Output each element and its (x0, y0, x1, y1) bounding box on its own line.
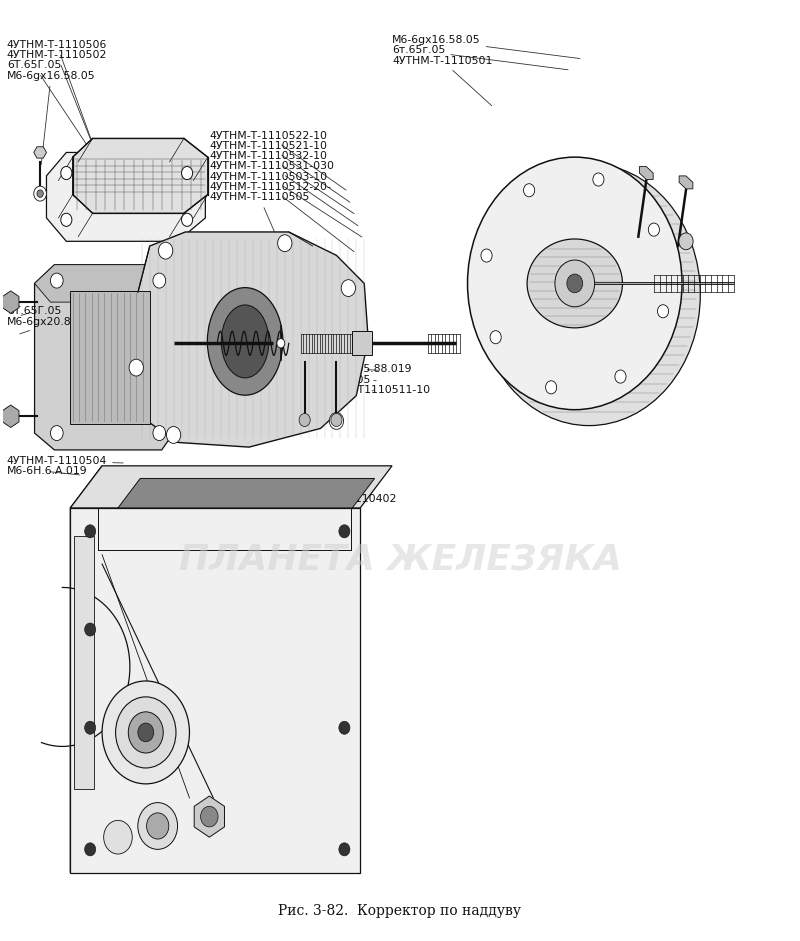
Circle shape (201, 806, 218, 827)
Circle shape (138, 803, 178, 850)
Polygon shape (34, 147, 46, 158)
Circle shape (85, 623, 96, 636)
Text: М6-6gx20.88.019: М6-6gx20.88.019 (6, 317, 102, 334)
Text: 6Т.65Г.05: 6Т.65Г.05 (6, 307, 61, 316)
Circle shape (546, 381, 557, 394)
Circle shape (278, 234, 292, 251)
Circle shape (555, 260, 594, 307)
Bar (352, 331, 372, 356)
Polygon shape (70, 508, 360, 872)
Circle shape (648, 223, 659, 236)
Text: 4УТНМ-Т-1110505: 4УТНМ-Т-1110505 (210, 192, 310, 272)
Circle shape (61, 214, 72, 227)
Circle shape (34, 186, 46, 201)
Text: 4УТНМ-Т-1110501: 4УТНМ-Т-1110501 (392, 56, 493, 105)
Polygon shape (70, 466, 392, 508)
Circle shape (342, 279, 355, 296)
Text: 4УТНМ-Т-1110506: 4УТНМ-Т-1110506 (6, 40, 107, 145)
Circle shape (85, 843, 96, 856)
Circle shape (339, 525, 350, 538)
Polygon shape (679, 176, 693, 189)
Circle shape (490, 330, 502, 343)
Text: М6-6gx16.58.05: М6-6gx16.58.05 (392, 35, 580, 58)
Text: М6-6Н.6.А.019: М6-6Н.6.А.019 (6, 467, 87, 476)
Circle shape (138, 723, 154, 742)
Circle shape (146, 813, 169, 839)
Text: 6Т.65Г.05: 6Т.65Г.05 (317, 375, 376, 385)
Circle shape (115, 697, 176, 768)
Polygon shape (46, 152, 206, 241)
Ellipse shape (222, 305, 269, 378)
Text: М6-6gx16.58.05: М6-6gx16.58.05 (6, 71, 95, 165)
Circle shape (615, 370, 626, 383)
Circle shape (182, 167, 193, 180)
Circle shape (104, 821, 132, 854)
Circle shape (129, 359, 143, 376)
Ellipse shape (207, 288, 283, 395)
Polygon shape (118, 478, 374, 508)
Text: 4УТНМ-Т-1110531-030: 4УТНМ-Т-1110531-030 (210, 162, 358, 226)
Polygon shape (73, 138, 208, 214)
Polygon shape (2, 291, 19, 313)
Circle shape (85, 525, 96, 538)
Text: М6-6gx35.88.019: М6-6gx35.88.019 (317, 364, 412, 375)
Text: Рис. 3-82.  Корректор по наддуву: Рис. 3-82. Корректор по наддуву (278, 903, 522, 917)
Text: 6,5x5,37-1: 6,5x5,37-1 (590, 327, 654, 337)
Circle shape (523, 183, 534, 197)
Text: 4УТНМ-Т1110511-10: 4УТНМ-Т1110511-10 (317, 385, 430, 395)
Circle shape (153, 425, 166, 440)
Ellipse shape (527, 239, 622, 327)
Circle shape (153, 273, 166, 288)
Text: 4УТНМ-Т-1110521-10: 4УТНМ-Т-1110521-10 (210, 141, 350, 202)
Circle shape (85, 721, 96, 734)
Polygon shape (70, 466, 102, 872)
Circle shape (299, 413, 310, 426)
Circle shape (339, 843, 350, 856)
Circle shape (102, 681, 190, 784)
Polygon shape (34, 264, 174, 302)
Circle shape (331, 413, 342, 426)
Polygon shape (639, 167, 653, 180)
Text: 4УТНМ-Т-1110504: 4УТНМ-Т-1110504 (6, 456, 123, 466)
Circle shape (182, 214, 193, 227)
Text: 8МТНМ-1110573: 8МТНМ-1110573 (590, 317, 683, 327)
Circle shape (567, 274, 582, 293)
Text: ПЛАНЕТА ЖЕЛЕЗЯКА: ПЛАНЕТА ЖЕЛЕЗЯКА (178, 542, 622, 577)
Circle shape (50, 273, 63, 288)
Circle shape (277, 339, 285, 348)
Text: УТН-5-1110402: УТН-5-1110402 (276, 495, 397, 507)
Circle shape (50, 425, 63, 440)
Polygon shape (74, 536, 94, 789)
Circle shape (467, 157, 682, 409)
Polygon shape (2, 405, 19, 427)
Text: 4УТНМ-Т-1110503-10: 4УТНМ-Т-1110503-10 (210, 172, 362, 237)
Circle shape (481, 249, 492, 263)
Polygon shape (34, 264, 174, 450)
Text: 6Т.65Г.05: 6Т.65Г.05 (6, 60, 97, 159)
Circle shape (2, 293, 18, 311)
Text: 16-006: 16-006 (287, 485, 351, 496)
Circle shape (658, 305, 669, 318)
Circle shape (679, 232, 693, 249)
Text: 4УТНМ-Т-1110522-10: 4УТНМ-Т-1110522-10 (210, 131, 346, 190)
Circle shape (593, 173, 604, 186)
Circle shape (478, 164, 700, 425)
Circle shape (128, 711, 163, 753)
Text: 4УТНМ-Т-1110532-10: 4УТНМ-Т-1110532-10 (210, 152, 354, 214)
Circle shape (37, 190, 43, 198)
Polygon shape (70, 291, 150, 423)
Circle shape (2, 407, 18, 425)
Polygon shape (194, 796, 225, 837)
Text: 4УТНМ-Т-1110502: 4УТНМ-Т-1110502 (6, 50, 107, 152)
Circle shape (330, 412, 343, 429)
Circle shape (61, 167, 72, 180)
Polygon shape (130, 232, 368, 447)
Text: 6т.65г.05: 6т.65г.05 (392, 45, 568, 70)
Text: 4УТНМ-Т-1110512-20-: 4УТНМ-Т-1110512-20- (210, 182, 354, 252)
Circle shape (339, 721, 350, 734)
Circle shape (158, 242, 173, 259)
Text: 8МТНМ-1110574: 8МТНМ-1110574 (590, 307, 683, 316)
Circle shape (166, 426, 181, 443)
